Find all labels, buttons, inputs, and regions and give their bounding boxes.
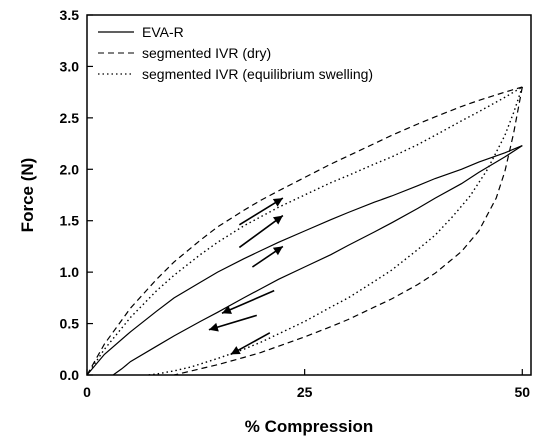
y-tick-label-5: 2.5 [60, 110, 80, 126]
x-tick-label-0: 0 [83, 384, 91, 400]
series-2-unloading-line [147, 86, 523, 376]
y-tick-label-1: 0.5 [60, 316, 80, 332]
arrow-3-shaft [221, 289, 275, 315]
y-tick-label-0: 0.0 [60, 367, 80, 383]
arrow-2-head [272, 246, 283, 256]
y-tick-label-7: 3.5 [60, 7, 80, 23]
series-1-unloading-line [173, 86, 523, 376]
y-tick-label-6: 3.0 [60, 58, 80, 74]
y-tick-label-2: 1.0 [60, 264, 80, 280]
series-2-loading-line [86, 86, 523, 376]
arrow-1-head [272, 215, 283, 225]
series-0-loading-line [86, 145, 523, 376]
legend-label-ivr-dry: segmented IVR (dry) [142, 45, 271, 61]
y-tick-label-3: 1.5 [60, 213, 80, 229]
series-1-loading-line [86, 86, 523, 376]
direction-arrows [208, 197, 284, 356]
arrow-0-head [272, 198, 283, 207]
x-axis-title: % Compression [245, 417, 373, 436]
series-0-unloading-line [112, 145, 523, 376]
plot-lines [86, 86, 523, 376]
arrow-5-head [230, 346, 241, 355]
legend-label-eva-r: EVA-R [142, 24, 184, 40]
tick-labels: 0 25 50 0.0 0.5 1.0 1.5 2.0 2.5 3.0 3.5 [60, 7, 531, 400]
arrow-4-head [208, 322, 219, 332]
legend: EVA-R segmented IVR (dry) segmented IVR … [98, 24, 373, 82]
legend-label-ivr-swelling: segmented IVR (equilibrium swelling) [142, 66, 373, 82]
arrow-3-head [221, 305, 232, 314]
y-tick-label-4: 2.0 [60, 161, 80, 177]
y-axis-title: Force (N) [18, 158, 37, 233]
axis-ticks [86, 14, 523, 376]
x-tick-label-2: 50 [515, 384, 531, 400]
plot-frame [86, 14, 532, 376]
x-tick-label-1: 25 [297, 384, 313, 400]
